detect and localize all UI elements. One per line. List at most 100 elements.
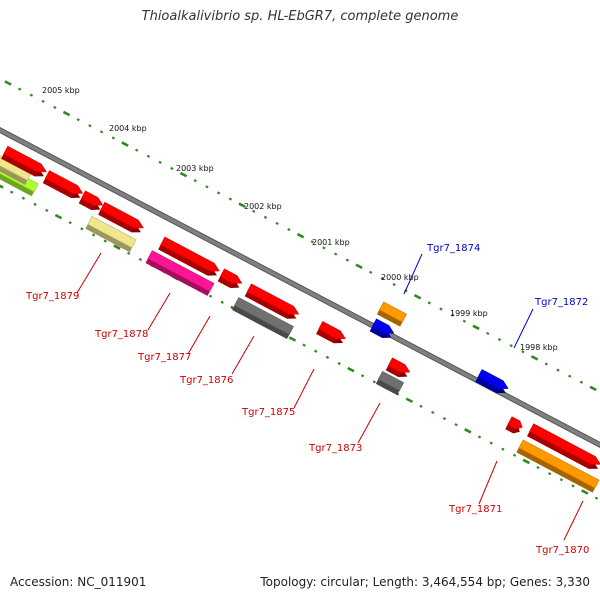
outer-scale-tick xyxy=(462,319,467,323)
inner-scale-tick xyxy=(337,361,341,366)
inner-scale-tick xyxy=(442,417,447,421)
leader-line xyxy=(231,335,255,375)
inner-scale-tick xyxy=(10,190,14,194)
scale-label: 1999 kbp xyxy=(450,309,488,318)
outer-scale-tick xyxy=(355,263,363,270)
outer-scale-tick xyxy=(413,294,422,300)
inner-scale-tick xyxy=(594,496,599,500)
gene-red-b xyxy=(42,170,84,199)
tgr7-1878 xyxy=(145,250,215,296)
inner-scale-tick xyxy=(512,453,517,457)
outer-scale-tick xyxy=(497,337,502,342)
gene-features xyxy=(0,145,600,493)
outer-scale-tick xyxy=(228,197,232,201)
inner-scale-tick xyxy=(477,435,482,439)
outer-scale-tick xyxy=(179,171,188,178)
outer-scale-tick xyxy=(392,282,396,287)
scale-label: 2002 kbp xyxy=(244,202,282,211)
topology-text: Topology: circular; Length: 3,464,554 bp… xyxy=(260,575,590,589)
gene-label: Tgr7_1874 xyxy=(426,243,480,254)
outer-scale-tick xyxy=(170,166,174,171)
outer-scale-tick xyxy=(135,148,139,152)
inner-scale-tick xyxy=(138,257,143,262)
outer-scale-tick xyxy=(111,136,115,140)
inner-scale-tick xyxy=(103,239,107,243)
inner-scale-tick xyxy=(372,380,376,384)
inner-scale-tick xyxy=(21,196,26,200)
inner-scale-tick xyxy=(522,458,530,465)
outer-scale-tick xyxy=(121,141,129,147)
outer-scale-tick xyxy=(18,87,22,91)
outer-scale-tick xyxy=(589,385,597,392)
inner-scale-tick xyxy=(33,202,37,206)
inner-scale-tick xyxy=(571,484,575,488)
outer-scale-tick xyxy=(530,355,539,361)
inner-scale-tick xyxy=(419,404,423,408)
outer-scale-tick xyxy=(345,258,350,262)
backbone-line xyxy=(0,128,600,447)
gene-red-f xyxy=(217,268,243,288)
inner-scale-tick xyxy=(126,251,131,255)
outer-scale-tick xyxy=(76,118,80,122)
tgr7-1879 xyxy=(85,215,137,253)
leader-line xyxy=(187,315,211,355)
gene-label: Tgr7_1870 xyxy=(535,545,589,556)
gene-red-c xyxy=(78,190,104,210)
inner-scale-tick xyxy=(489,441,493,445)
inner-scale-tick xyxy=(501,447,505,451)
inner-scale-tick xyxy=(548,472,552,476)
outer-scale-tick xyxy=(193,179,197,183)
label-leader-lines xyxy=(76,252,584,541)
outer-scale-tick xyxy=(238,202,246,208)
outer-scale-tick xyxy=(296,232,305,239)
inner-scale-tick xyxy=(288,336,297,342)
tgr7-1870 xyxy=(516,439,600,493)
gene-red-e xyxy=(158,236,220,276)
leader-line xyxy=(478,460,498,505)
outer-scale-tick xyxy=(322,246,326,250)
outer-scale-tick xyxy=(252,209,256,213)
inner-scale-tick xyxy=(0,184,4,189)
leader-line xyxy=(147,292,171,331)
inner-scale-tick xyxy=(314,349,318,353)
tgr7-1874 xyxy=(377,301,407,327)
inner-scale-tick xyxy=(431,410,435,415)
outer-scale-tick xyxy=(439,307,443,311)
outer-scale-tick xyxy=(310,240,314,244)
outer-scale-tick xyxy=(333,252,338,256)
outer-scale-tick xyxy=(369,270,373,274)
leader-line xyxy=(563,500,584,541)
gene-red-a xyxy=(1,145,47,177)
tgr7-1875 xyxy=(316,321,346,344)
genome-backbone xyxy=(0,126,600,449)
scale-label: 2003 kbp xyxy=(176,164,214,173)
inner-scale-tick xyxy=(91,233,96,237)
gene-red-d xyxy=(98,201,144,233)
outer-scale-tick xyxy=(451,313,455,317)
outer-scale-tick xyxy=(556,368,560,372)
outer-scale-tick xyxy=(486,331,490,336)
page-title: Thioalkalivibrio sp. HL-EbGR7, complete … xyxy=(141,9,459,24)
outer-scale-tick xyxy=(88,124,92,128)
leader-line xyxy=(403,253,423,295)
outer-scale-tick xyxy=(568,374,572,378)
outer-scale-tick xyxy=(579,380,584,384)
outer-scale-tick xyxy=(99,130,104,134)
gene-red-i xyxy=(527,423,600,469)
inner-scale-tick xyxy=(360,374,365,378)
outer-scale-tick xyxy=(427,301,431,305)
scale-label: 1998 kbp xyxy=(520,343,558,352)
outer-scale-tick xyxy=(4,80,12,86)
tgr7-1872 xyxy=(475,369,509,394)
inner-scale-tick xyxy=(536,465,540,470)
outer-scale-tick xyxy=(216,191,221,195)
inner-scale-tick xyxy=(581,489,589,495)
leader-line xyxy=(76,252,102,294)
outer-scale-tick xyxy=(275,221,279,226)
inner-scale-tick xyxy=(559,478,564,482)
outer-scale-tick xyxy=(29,93,34,97)
gene-label: Tgr7_1877 xyxy=(137,352,191,363)
gene-blue-a xyxy=(369,318,395,338)
gene-label: Tgr7_1879 xyxy=(25,291,79,302)
